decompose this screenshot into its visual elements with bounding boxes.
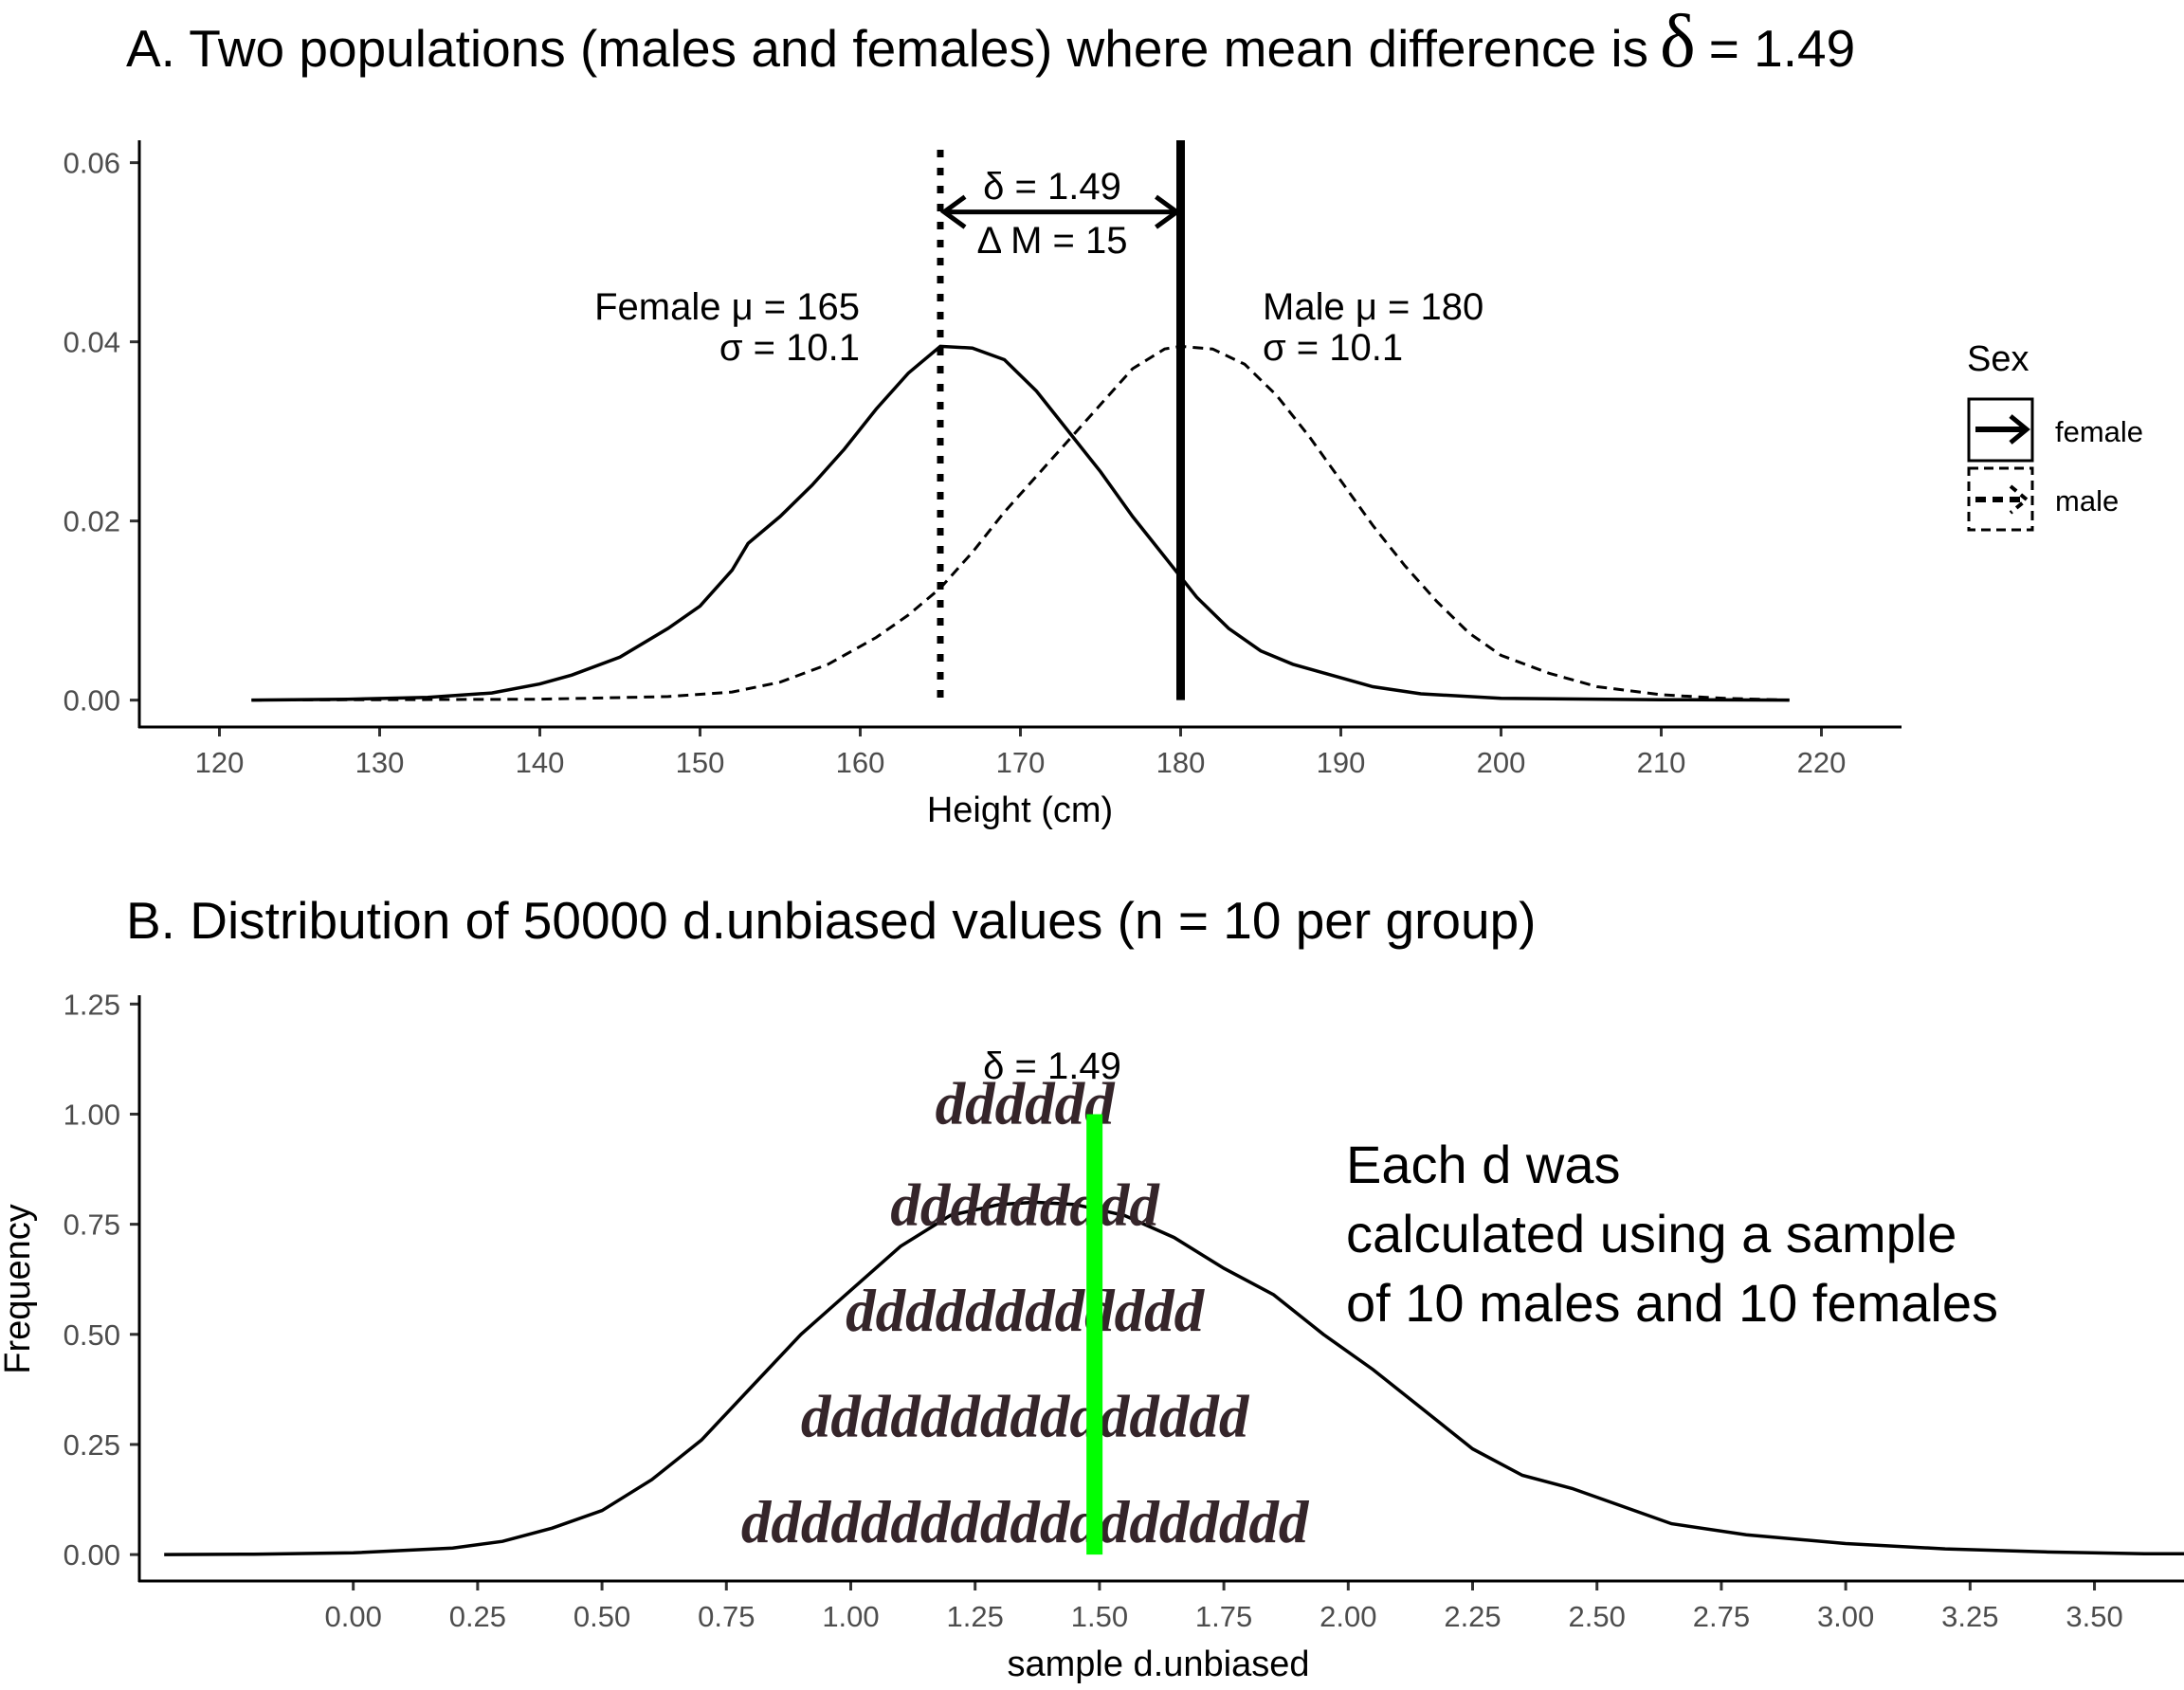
y-tick-label: 0.50 — [64, 1318, 120, 1352]
series-male-line — [251, 344, 1790, 702]
x-tick-label: 2.25 — [1444, 1600, 1501, 1633]
panel-b: B. Distribution of 50000 d.unbiased valu… — [0, 891, 2184, 1684]
panel-b-x-axis-title: sample d.unbiased — [1008, 1645, 1310, 1684]
x-tick-label: 150 — [676, 746, 725, 779]
panel-a-y-axis: 0.00 0.02 0.04 0.06 — [64, 147, 139, 718]
note-line-2: calculated using a sample — [1346, 1204, 1956, 1263]
density-curve — [164, 1200, 2184, 1556]
d-glyph-row: dddddd — [936, 1070, 1117, 1136]
x-tick-label: 1.25 — [947, 1600, 1004, 1633]
d-glyph-row: ddddddddddddddddddd — [741, 1489, 1310, 1555]
legend-key-female — [1967, 397, 2034, 463]
x-tick-label: 170 — [996, 746, 1046, 779]
series-female-line — [251, 344, 1790, 702]
x-tick-label: 160 — [836, 746, 885, 779]
y-tick-label: 0.75 — [64, 1208, 120, 1242]
legend-title: Sex — [1967, 339, 2029, 379]
y-tick-label: 0.04 — [64, 326, 120, 359]
delta-m-annotation: Δ M = 15 — [976, 220, 1127, 262]
panel-a-x-axis-title: Height (cm) — [927, 790, 1113, 830]
legend-item-female: female — [1967, 397, 2143, 463]
y-tick-label: 1.25 — [64, 988, 120, 1021]
note-text: Each d was calculated using a sample of … — [1346, 1135, 1998, 1333]
legend-female-arrow-icon — [2009, 414, 2030, 445]
legend-label-male: male — [2055, 484, 2119, 518]
d-glyph-row: dddddddddddd — [846, 1278, 1206, 1344]
note-line-1: Each d was — [1346, 1135, 1621, 1194]
y-tick-label: 0.06 — [64, 147, 120, 180]
x-tick-label: 200 — [1477, 746, 1526, 779]
x-tick-label: 140 — [516, 746, 565, 779]
x-tick-label: 0.75 — [698, 1600, 755, 1633]
x-tick-label: 2.50 — [1569, 1600, 1626, 1633]
male-sigma-label: σ = 10.1 — [1263, 327, 1403, 369]
panel-b-delta-annotation: δ = 1.49 — [983, 1045, 1121, 1087]
x-tick-label: 1.75 — [1195, 1600, 1252, 1633]
d-glyph-row: ddddddddddddddd — [801, 1383, 1250, 1449]
x-tick-label: 220 — [1797, 746, 1847, 779]
panel-a-x-axis: 120 130 140 150 160 170 180 190 200 210 220 — [195, 727, 1847, 779]
legend-item-male: male — [1967, 466, 2119, 532]
d-glyph-row: ddddddddd — [890, 1172, 1160, 1238]
x-tick-label: 3.25 — [1941, 1600, 1998, 1633]
y-tick-label: 0.00 — [64, 1538, 120, 1572]
y-tick-label: 0.02 — [64, 505, 120, 538]
x-tick-label: 3.00 — [1817, 1600, 1874, 1633]
x-tick-label: 190 — [1317, 746, 1366, 779]
x-tick-label: 0.00 — [324, 1600, 381, 1633]
female-sigma-label: σ = 10.1 — [719, 327, 860, 369]
legend-label-female: female — [2055, 415, 2143, 448]
x-tick-label: 1.50 — [1071, 1600, 1128, 1633]
x-tick-label: 2.00 — [1320, 1600, 1376, 1633]
delta-annotation: δ = 1.49 — [983, 166, 1121, 208]
female-mu-label: Female μ = 165 — [594, 286, 860, 328]
x-tick-label: 130 — [355, 746, 405, 779]
arrow-head-right — [1155, 194, 1181, 229]
x-tick-label: 210 — [1637, 746, 1686, 779]
panel-a: A. Two populations (males and females) w… — [64, 0, 2143, 830]
panel-b-y-axis: 0.00 0.25 0.50 0.75 1.00 1.25 — [64, 988, 139, 1572]
panel-b-x-axis: 0.00 0.25 0.50 0.75 1.00 1.25 1.50 1.75 2.00 2.25… — [324, 1581, 2123, 1633]
legend-male-arrow-icon — [2009, 484, 2030, 515]
male-mu-label: Male μ = 180 — [1263, 286, 1483, 328]
x-tick-label: 3.50 — [2066, 1600, 2122, 1633]
x-tick-label: 120 — [195, 746, 245, 779]
x-tick-label: 1.00 — [822, 1600, 879, 1633]
note-line-3: of 10 males and 10 females — [1346, 1273, 1998, 1333]
arrow-head-left — [939, 194, 967, 229]
y-tick-label: 1.00 — [64, 1098, 120, 1131]
d-glyph-rows: dddddddddddddddddddddddddddddddddddddddd… — [741, 1070, 1310, 1554]
legend: Sex female male — [1967, 339, 2143, 532]
panel-a-title: A. Two populations (males and females) w… — [126, 0, 1855, 83]
x-tick-label: 0.25 — [449, 1600, 506, 1633]
y-tick-label: 0.00 — [64, 684, 120, 718]
legend-key-male — [1967, 466, 2034, 532]
y-tick-label: 0.25 — [64, 1428, 120, 1462]
x-tick-label: 2.75 — [1693, 1600, 1750, 1633]
x-tick-label: 0.50 — [573, 1600, 630, 1633]
x-tick-label: 180 — [1156, 746, 1206, 779]
mean-difference-arrow — [939, 194, 1181, 229]
panel-b-y-axis-title: Frequency — [0, 1204, 38, 1374]
panel-b-title: B. Distribution of 50000 d.unbiased valu… — [126, 891, 1536, 950]
